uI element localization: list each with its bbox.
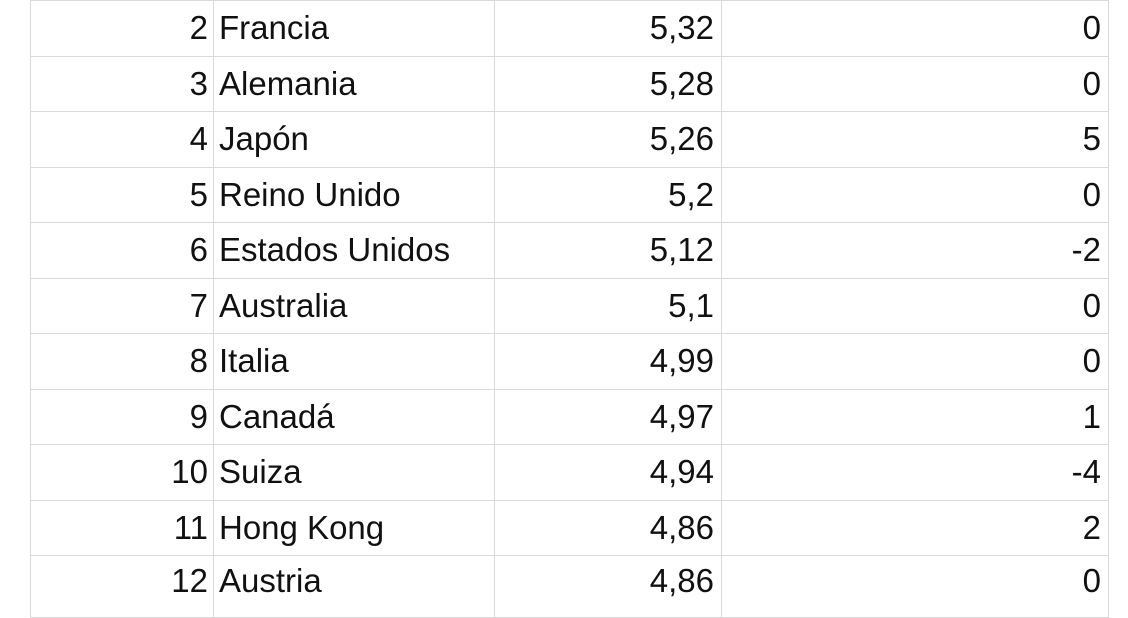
table-row: 10 Suiza 4,94 -4	[30, 444, 1109, 501]
country-cell[interactable]: Alemania	[213, 55, 495, 112]
score-cell[interactable]: 5,1	[494, 277, 722, 334]
change-cell[interactable]: -4	[721, 444, 1109, 501]
country-cell[interactable]: Reino Unido	[213, 166, 495, 223]
table-row: 11 Hong Kong 4,86 2	[30, 499, 1109, 556]
change-cell[interactable]: 0	[721, 55, 1109, 112]
rank-cell[interactable]: 7	[30, 277, 214, 334]
change-cell[interactable]: 1	[721, 388, 1109, 445]
table-row: 12 Austria 4,86 0	[30, 555, 1109, 618]
rank-cell[interactable]: 11	[30, 499, 214, 556]
score-cell[interactable]: 5,26	[494, 111, 722, 168]
change-cell[interactable]: 0	[721, 555, 1109, 618]
score-cell[interactable]: 4,94	[494, 444, 722, 501]
rank-cell[interactable]: 12	[30, 555, 214, 618]
change-cell[interactable]: 0	[721, 277, 1109, 334]
rank-cell[interactable]: 2	[30, 0, 214, 57]
table-row: 9 Canadá 4,97 1	[30, 388, 1109, 445]
country-cell[interactable]: Austria	[213, 555, 495, 618]
score-cell[interactable]: 4,86	[494, 555, 722, 618]
score-cell[interactable]: 5,32	[494, 0, 722, 57]
country-cell[interactable]: Francia	[213, 0, 495, 57]
rank-cell[interactable]: 9	[30, 388, 214, 445]
spreadsheet-table-container: 2 Francia 5,32 0 3 Alemania 5,28 0 4 Jap…	[30, 0, 1109, 618]
ranking-table: 2 Francia 5,32 0 3 Alemania 5,28 0 4 Jap…	[30, 0, 1109, 618]
rank-cell[interactable]: 8	[30, 333, 214, 390]
score-cell[interactable]: 4,86	[494, 499, 722, 556]
table-row: 3 Alemania 5,28 0	[30, 55, 1109, 112]
change-cell[interactable]: 2	[721, 499, 1109, 556]
country-cell[interactable]: Hong Kong	[213, 499, 495, 556]
rank-cell[interactable]: 6	[30, 222, 214, 279]
table-row: 5 Reino Unido 5,2 0	[30, 166, 1109, 223]
change-cell[interactable]: 0	[721, 166, 1109, 223]
change-cell[interactable]: 0	[721, 333, 1109, 390]
change-cell[interactable]: 0	[721, 0, 1109, 57]
table-row: 2 Francia 5,32 0	[30, 0, 1109, 57]
score-cell[interactable]: 4,97	[494, 388, 722, 445]
table-row: 6 Estados Unidos 5,12 -2	[30, 222, 1109, 279]
rank-cell[interactable]: 5	[30, 166, 214, 223]
country-cell[interactable]: Suiza	[213, 444, 495, 501]
change-cell[interactable]: -2	[721, 222, 1109, 279]
rank-cell[interactable]: 10	[30, 444, 214, 501]
table-row: 7 Australia 5,1 0	[30, 277, 1109, 334]
country-cell[interactable]: Australia	[213, 277, 495, 334]
table-row: 4 Japón 5,26 5	[30, 111, 1109, 168]
score-cell[interactable]: 5,2	[494, 166, 722, 223]
country-cell[interactable]: Japón	[213, 111, 495, 168]
rank-cell[interactable]: 3	[30, 55, 214, 112]
table-row: 8 Italia 4,99 0	[30, 333, 1109, 390]
score-cell[interactable]: 4,99	[494, 333, 722, 390]
country-cell[interactable]: Estados Unidos	[213, 222, 495, 279]
country-cell[interactable]: Canadá	[213, 388, 495, 445]
country-cell[interactable]: Italia	[213, 333, 495, 390]
score-cell[interactable]: 5,12	[494, 222, 722, 279]
change-cell[interactable]: 5	[721, 111, 1109, 168]
score-cell[interactable]: 5,28	[494, 55, 722, 112]
rank-cell[interactable]: 4	[30, 111, 214, 168]
